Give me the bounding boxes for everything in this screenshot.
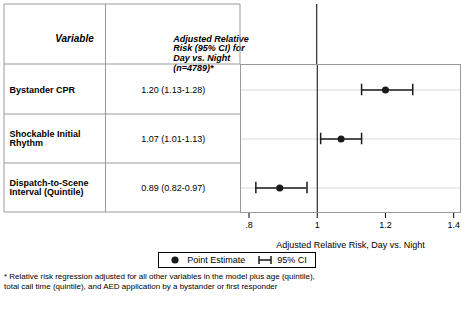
html-text:* Relative risk regression adj: * Relative risk regression adjusted for … [4, 272, 315, 291]
svg-text:Dispatch-to-SceneInterval (Qui: Dispatch-to-SceneInterval (Quintile) [10, 178, 89, 197]
svg-text:Adjusted RelativeRisk (95% CI): Adjusted RelativeRisk (95% CI) forDay vs… [172, 34, 249, 74]
svg-text:Bystander CPR: Bystander CPR [10, 85, 76, 95]
html-text:Point Estimate: Point Estimate [187, 255, 246, 265]
svg-text:1.20 (1.13-1.28): 1.20 (1.13-1.28) [141, 85, 205, 95]
svg-text:1.2: 1.2 [379, 220, 392, 230]
svg-text:0.89 (0.82-0.97): 0.89 (0.82-0.97) [141, 183, 205, 193]
svg-text:1.07 (1.01-1.13): 1.07 (1.01-1.13) [141, 134, 205, 144]
svg-text:Adjusted Relative Risk, Day vs: Adjusted Relative Risk, Day vs. Night [276, 240, 425, 250]
html-text:95% CI: 95% CI [277, 255, 307, 265]
svg-text:1: 1 [315, 220, 320, 230]
svg-text:.8: .8 [245, 220, 253, 230]
svg-text:Variable: Variable [55, 33, 94, 44]
svg-text:Shockable InitialRhythm: Shockable InitialRhythm [10, 129, 81, 148]
svg-text:1.4: 1.4 [447, 220, 460, 230]
